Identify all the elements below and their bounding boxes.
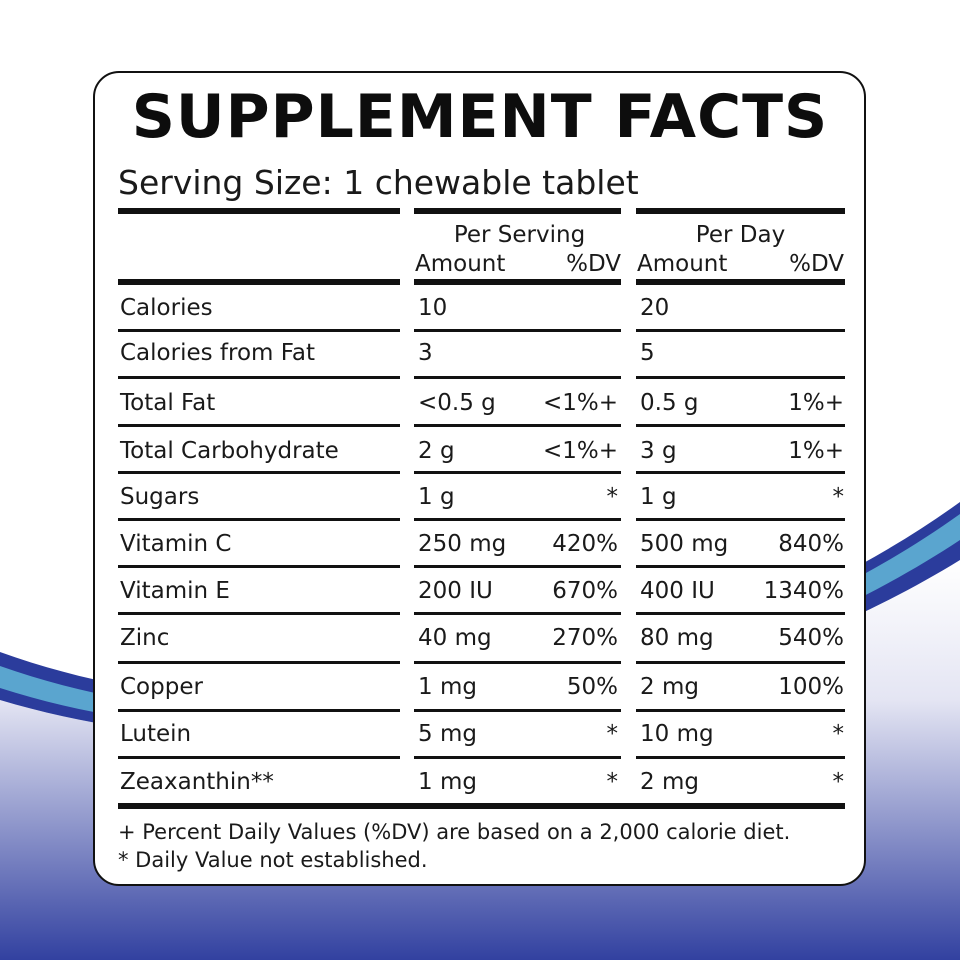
- nutrient-name: Vitamin E: [120, 578, 230, 604]
- header-rule-day: [636, 279, 845, 285]
- serving-dv: 50%: [566, 674, 618, 700]
- bottom-rule: [118, 803, 845, 809]
- nutrient-name: Total Carbohydrate: [120, 438, 339, 464]
- row-divider: [118, 471, 400, 474]
- row-divider: [636, 756, 845, 759]
- row-divider: [118, 518, 400, 521]
- row-divider: [636, 565, 845, 568]
- serving-amount-header: Amount: [415, 251, 506, 277]
- row-divider: [118, 424, 400, 427]
- nutrient-name: Sugars: [120, 484, 200, 510]
- nutrient-name: Zinc: [120, 625, 170, 651]
- row-divider: [118, 756, 400, 759]
- day-dv: 1340%: [763, 578, 844, 604]
- nutrient-name: Zeaxanthin**: [120, 769, 274, 795]
- nutrient-name: Calories from Fat: [120, 340, 315, 366]
- footnote-not-established: * Daily Value not established.: [118, 848, 428, 872]
- serving-size: Serving Size: 1 chewable tablet: [118, 163, 639, 202]
- row-divider: [636, 471, 845, 474]
- top-rule-serving: [414, 208, 621, 214]
- row-divider: [118, 565, 400, 568]
- row-divider: [414, 329, 621, 332]
- day-amount: 2 mg: [640, 674, 699, 700]
- day-amount: 1 g: [640, 484, 677, 510]
- serving-amount: 3: [418, 340, 433, 366]
- header-rule-serving: [414, 279, 621, 285]
- top-rule-day: [636, 208, 845, 214]
- serving-amount: 1 g: [418, 484, 455, 510]
- row-divider: [414, 471, 621, 474]
- serving-dv: *: [606, 721, 619, 747]
- per-day-header: Per Day: [695, 222, 786, 248]
- serving-dv: 270%: [552, 625, 618, 651]
- day-dv: 540%: [778, 625, 844, 651]
- row-divider: [414, 518, 621, 521]
- serving-dv: <1%+: [542, 438, 618, 464]
- day-dv: *: [832, 484, 845, 510]
- top-rule-name: [118, 208, 400, 214]
- serving-amount: 10: [418, 295, 448, 321]
- serving-amount: 1 mg: [418, 769, 477, 795]
- day-dv: *: [832, 721, 845, 747]
- serving-amount: <0.5 g: [418, 390, 496, 416]
- footnote-dv: + Percent Daily Values (%DV) are based o…: [118, 820, 791, 844]
- row-divider: [118, 329, 400, 332]
- day-amount: 10 mg: [640, 721, 714, 747]
- panel-title: SUPPLEMENT FACTS: [131, 82, 829, 152]
- day-amount-header: Amount: [637, 251, 728, 277]
- row-divider: [414, 612, 621, 615]
- serving-dv: 670%: [552, 578, 618, 604]
- day-dv: 1%+: [788, 390, 844, 416]
- row-divider: [636, 518, 845, 521]
- row-divider: [118, 709, 400, 712]
- day-amount: 80 mg: [640, 625, 714, 651]
- serving-dv: 420%: [552, 531, 618, 557]
- serving-amount: 1 mg: [418, 674, 477, 700]
- nutrient-name: Vitamin C: [120, 531, 232, 557]
- serving-amount: 5 mg: [418, 721, 477, 747]
- serving-amount: 2 g: [418, 438, 455, 464]
- day-amount: 2 mg: [640, 769, 699, 795]
- day-dv-header: %DV: [789, 251, 844, 277]
- nutrient-name: Copper: [120, 674, 203, 700]
- day-amount: 20: [640, 295, 670, 321]
- row-divider: [118, 661, 400, 664]
- day-dv: 1%+: [788, 438, 844, 464]
- serving-amount: 200 IU: [418, 578, 493, 604]
- day-amount: 500 mg: [640, 531, 729, 557]
- row-divider: [636, 661, 845, 664]
- day-dv: 840%: [778, 531, 844, 557]
- serving-dv-header: %DV: [566, 251, 621, 277]
- supplement-facts-panel: [93, 71, 866, 886]
- serving-amount: 250 mg: [418, 531, 507, 557]
- row-divider: [118, 376, 400, 379]
- row-divider: [636, 376, 845, 379]
- row-divider: [118, 612, 400, 615]
- day-dv: 100%: [778, 674, 844, 700]
- header-rule-name: [118, 279, 400, 285]
- row-divider: [414, 424, 621, 427]
- serving-dv: *: [606, 484, 619, 510]
- day-amount: 5: [640, 340, 655, 366]
- day-amount: 400 IU: [640, 578, 715, 604]
- per-serving-header: Per Serving: [453, 222, 586, 248]
- serving-amount: 40 mg: [418, 625, 492, 651]
- row-divider: [636, 424, 845, 427]
- row-divider: [636, 612, 845, 615]
- row-divider: [414, 661, 621, 664]
- row-divider: [636, 709, 845, 712]
- row-divider: [414, 756, 621, 759]
- row-divider: [414, 565, 621, 568]
- row-divider: [636, 329, 845, 332]
- row-divider: [414, 376, 621, 379]
- day-amount: 3 g: [640, 438, 677, 464]
- nutrient-name: Total Fat: [120, 390, 216, 416]
- nutrient-name: Lutein: [120, 721, 192, 747]
- nutrient-name: Calories: [120, 295, 213, 321]
- day-dv: *: [832, 769, 845, 795]
- day-amount: 0.5 g: [640, 390, 699, 416]
- row-divider: [414, 709, 621, 712]
- serving-dv: *: [606, 769, 619, 795]
- serving-dv: <1%+: [542, 390, 618, 416]
